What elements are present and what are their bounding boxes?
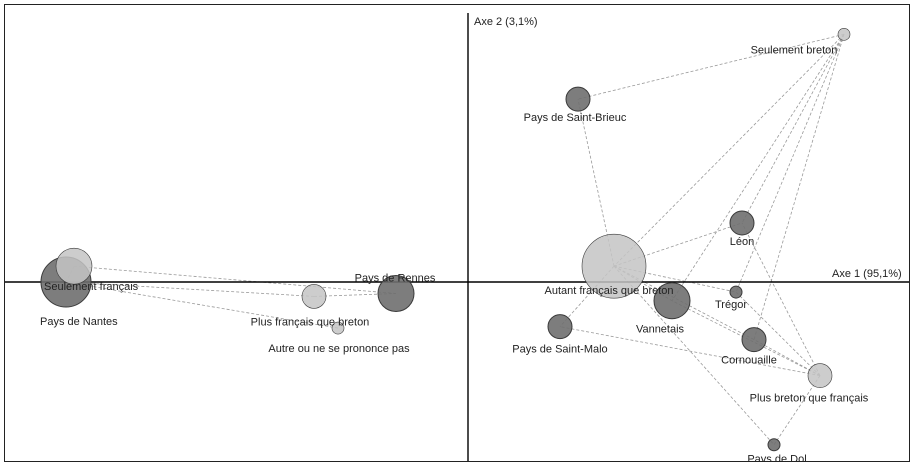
point-pr [377, 275, 415, 313]
link-pbqf-psm [559, 326, 821, 376]
point-psb [565, 86, 591, 112]
link-pfqb-pr [313, 293, 397, 297]
link-pbqf-cor [753, 339, 821, 376]
link-anp-pn [65, 281, 339, 329]
link-sb-tre [735, 34, 845, 293]
link-sb-van [671, 34, 845, 301]
point-leo [729, 210, 755, 236]
correspondence-chart: Seulement français Plus français que bret… [5, 13, 909, 466]
point-pdo [767, 438, 781, 452]
link-afqb-psm [559, 265, 615, 327]
chart-frame: Seulement français Plus français que bret… [4, 4, 910, 466]
point-sb [837, 28, 851, 41]
point-anp [331, 321, 345, 335]
link-sb-psb [577, 33, 845, 100]
link-sb-leo [741, 34, 845, 224]
label-psm: Pays de Saint-Malo [512, 344, 607, 356]
label-afqb: Autant français que breton [544, 285, 673, 297]
point-pbqf [807, 363, 833, 388]
axis-2-label: Axe 2 (3,1%) [474, 16, 538, 28]
link-sf-pr [73, 265, 397, 294]
label-anp: Autre ou ne se prononce pas [268, 343, 410, 355]
label-tre: Trégor [715, 299, 747, 311]
label-van: Vannetais [636, 324, 685, 336]
label-leo: Léon [730, 236, 754, 248]
point-cor [741, 327, 767, 353]
label-sb: Seulement breton [751, 44, 838, 56]
point-afqb [581, 233, 647, 299]
points-layer [40, 28, 851, 452]
link-pfqb-pn [65, 281, 315, 297]
axis-1-label: Axe 1 (95,1%) [832, 268, 902, 280]
link-sb-cor [753, 34, 845, 340]
label-sf: Seulement français [44, 281, 139, 293]
link-pbqf-pdo [773, 375, 821, 445]
label-pbqf: Plus breton que français [750, 393, 869, 405]
link-sb-afqb [613, 34, 845, 267]
labels-layer: Seulement français Plus français que bret… [40, 44, 869, 465]
label-pfqb: Plus français que breton [251, 316, 370, 328]
link-afqb-psb [577, 99, 615, 267]
point-van [653, 282, 691, 320]
label-pr: Pays de Rennes [355, 273, 436, 285]
point-sf [55, 247, 93, 285]
label-cor: Cornouaille [721, 355, 777, 367]
link-pbqf-leo [741, 222, 821, 376]
point-pfqb [301, 284, 327, 309]
label-psb: Pays de Saint-Brieuc [524, 112, 627, 124]
point-psm [547, 314, 573, 340]
links-layer [65, 33, 845, 445]
label-pdo: Pays de Dol [747, 454, 806, 461]
label-pn: Pays de Nantes [40, 316, 118, 328]
point-tre [729, 285, 743, 299]
